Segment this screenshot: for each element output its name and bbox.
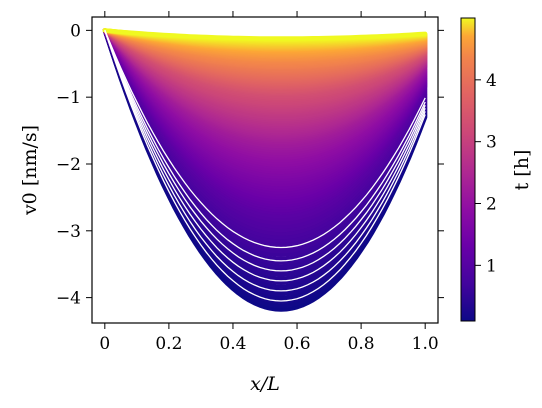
plot-frame — [91, 16, 439, 324]
x-axis-label-text: x/L — [250, 373, 280, 395]
colorbar-label: t [h] — [511, 150, 533, 191]
colorbar-tick-label: 4 — [486, 71, 497, 91]
profile-gap-curve — [104, 30, 426, 262]
y-tick-label: −4 — [56, 289, 81, 309]
y-axis: 0 −1 −2 −3 −4 — [56, 21, 444, 309]
x-tick-label: 1.0 — [412, 334, 439, 354]
y-tick-label: −3 — [56, 222, 81, 242]
x-tick-label: 0.6 — [284, 334, 311, 354]
x-axis-label: x/L — [250, 373, 280, 395]
x-tick-label: 0.4 — [219, 334, 246, 354]
x-axis: 0 0.2 0.4 0.6 0.8 1.0 — [99, 11, 439, 354]
x-tick-label: 0.8 — [348, 334, 375, 354]
colorbar-tick-label: 2 — [486, 195, 497, 215]
profile-gap-curve — [104, 30, 426, 272]
y-tick-label: 0 — [70, 21, 81, 41]
profile-gap-curve — [104, 30, 426, 282]
x-tick-label: 0.2 — [155, 334, 182, 354]
profile-gap-curve — [104, 30, 426, 292]
profile-gap-curve — [104, 30, 426, 249]
x-tick-label: 0 — [99, 334, 110, 354]
y-axis-label: v0 [nm/s] — [19, 125, 41, 216]
y-tick-label: −2 — [56, 155, 81, 175]
y-tick-label: −1 — [56, 88, 81, 108]
profile-curve — [102, 28, 428, 41]
profile-gap-curve — [104, 30, 426, 302]
curve-family — [102, 28, 428, 312]
colorbar-tick-label: 1 — [486, 256, 497, 276]
colorbar — [460, 17, 476, 322]
colorbar-tick-label: 3 — [486, 133, 497, 153]
colorbar-axis: 1 2 3 4 — [475, 71, 497, 276]
